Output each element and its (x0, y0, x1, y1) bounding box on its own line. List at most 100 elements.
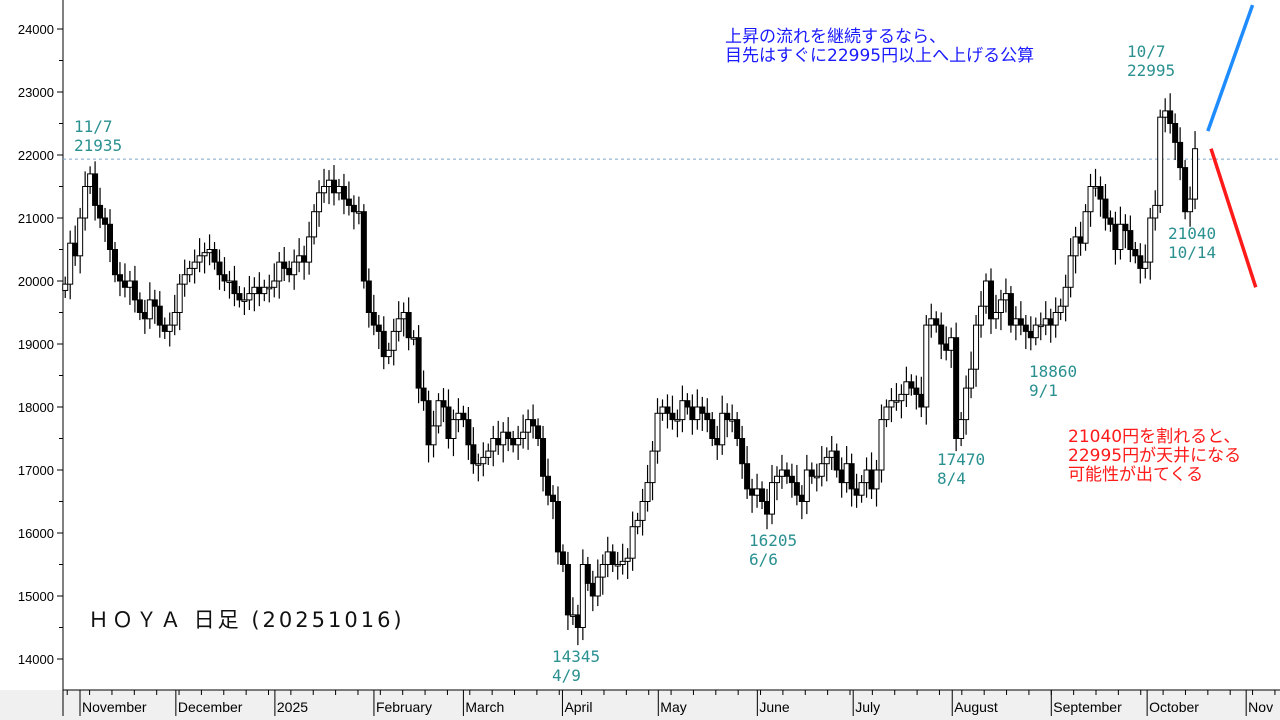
candle-body (545, 475, 552, 496)
candle-body (803, 469, 810, 502)
x-axis-band (0, 690, 1280, 720)
candle-body (634, 519, 641, 528)
candle-body (141, 312, 148, 320)
candle-body (520, 431, 527, 440)
candle-body (216, 261, 223, 276)
candle-body (724, 412, 731, 421)
candle-body (97, 204, 104, 219)
candle-body (1177, 141, 1184, 169)
candle-body (873, 469, 880, 490)
candle-body (291, 261, 298, 276)
candle-body (739, 438, 746, 465)
candle-body (808, 469, 815, 477)
candle-body (1052, 312, 1059, 326)
candle-body (231, 280, 238, 295)
candle-body (151, 299, 158, 307)
candle-body (619, 560, 626, 565)
candle-body (321, 186, 328, 194)
candle-body (664, 406, 671, 414)
candle-body (644, 482, 651, 503)
x-tick-label: November (82, 699, 147, 715)
candle-body (749, 488, 756, 496)
y-tick-label: 21000 (18, 211, 54, 226)
candle-body (475, 463, 482, 466)
x-tick-label: July (855, 699, 880, 715)
candle-body (211, 249, 218, 263)
y-tick-label: 20000 (18, 274, 54, 289)
candle-body (564, 564, 571, 616)
candle-body (848, 463, 855, 490)
candle-body (82, 186, 89, 219)
candle-body (898, 393, 905, 402)
candle-body (649, 450, 656, 484)
candle-body (1022, 324, 1029, 332)
candle-body (938, 324, 945, 345)
candle-body (838, 469, 845, 484)
candle-body (659, 406, 666, 414)
candle-body (251, 286, 258, 295)
candle-body (1092, 186, 1099, 189)
candle-body (485, 450, 492, 458)
candle-body (455, 412, 462, 421)
annotation-label-oct14: 21040 10/14 (1168, 224, 1217, 262)
candle-body (1157, 116, 1164, 206)
candle-body (350, 204, 357, 213)
candle-body (385, 349, 392, 358)
candle-body (768, 482, 775, 515)
candle-body (1187, 198, 1194, 213)
y-tick-label: 15000 (18, 589, 54, 604)
candle-body (599, 564, 606, 578)
candle-body (131, 280, 138, 301)
x-tick-label: February (376, 699, 432, 715)
x-tick-label: April (564, 699, 592, 715)
candle-body (778, 469, 785, 477)
candle-body (1137, 255, 1144, 269)
candle-body (1077, 236, 1084, 244)
candle-body (266, 286, 273, 290)
candle-body (171, 312, 178, 326)
candle-body (296, 255, 303, 263)
candle-body (828, 450, 835, 458)
candle-body (798, 494, 805, 503)
candle-body (161, 324, 168, 332)
candle-body (549, 494, 556, 503)
candle-body (918, 393, 925, 408)
candle-body (589, 582, 596, 597)
candle-body (699, 406, 706, 414)
candle-body (146, 299, 153, 320)
candle-body (121, 280, 128, 288)
candle-body (1062, 286, 1069, 307)
candle-body (903, 381, 910, 395)
candle-body (1152, 204, 1159, 219)
candle-body (490, 438, 497, 452)
candle-body (126, 280, 133, 288)
chart-title: ＨＯＹＡ 日足 (20251016) (88, 608, 405, 632)
candle-body (525, 419, 532, 433)
candle-body (987, 280, 994, 320)
candle-body (614, 564, 621, 567)
candle-body (420, 387, 427, 402)
bearish-scenario-line (1209, 148, 1258, 288)
candle-body (953, 337, 960, 440)
candle-body (465, 419, 472, 446)
candle-body (913, 387, 920, 395)
candle-body (246, 293, 253, 301)
candle-body (928, 318, 935, 326)
candle-body (793, 482, 800, 496)
candle-body (495, 438, 502, 446)
candle-body (554, 501, 561, 553)
candle-body (978, 305, 985, 326)
candle-body (395, 318, 402, 332)
candle-body (445, 406, 452, 439)
candle-body (1047, 318, 1054, 326)
annotation-label-sep1: 18860 9/1 (1029, 362, 1078, 400)
candle-body (470, 444, 477, 465)
candle-body (340, 186, 347, 200)
candle-body (823, 456, 830, 465)
candle-body (764, 501, 771, 515)
candle-body (1067, 255, 1074, 288)
x-tick-label: Nov (1248, 699, 1273, 715)
candle-body (559, 551, 566, 566)
candle-body (983, 280, 990, 307)
candle-body (500, 431, 507, 446)
